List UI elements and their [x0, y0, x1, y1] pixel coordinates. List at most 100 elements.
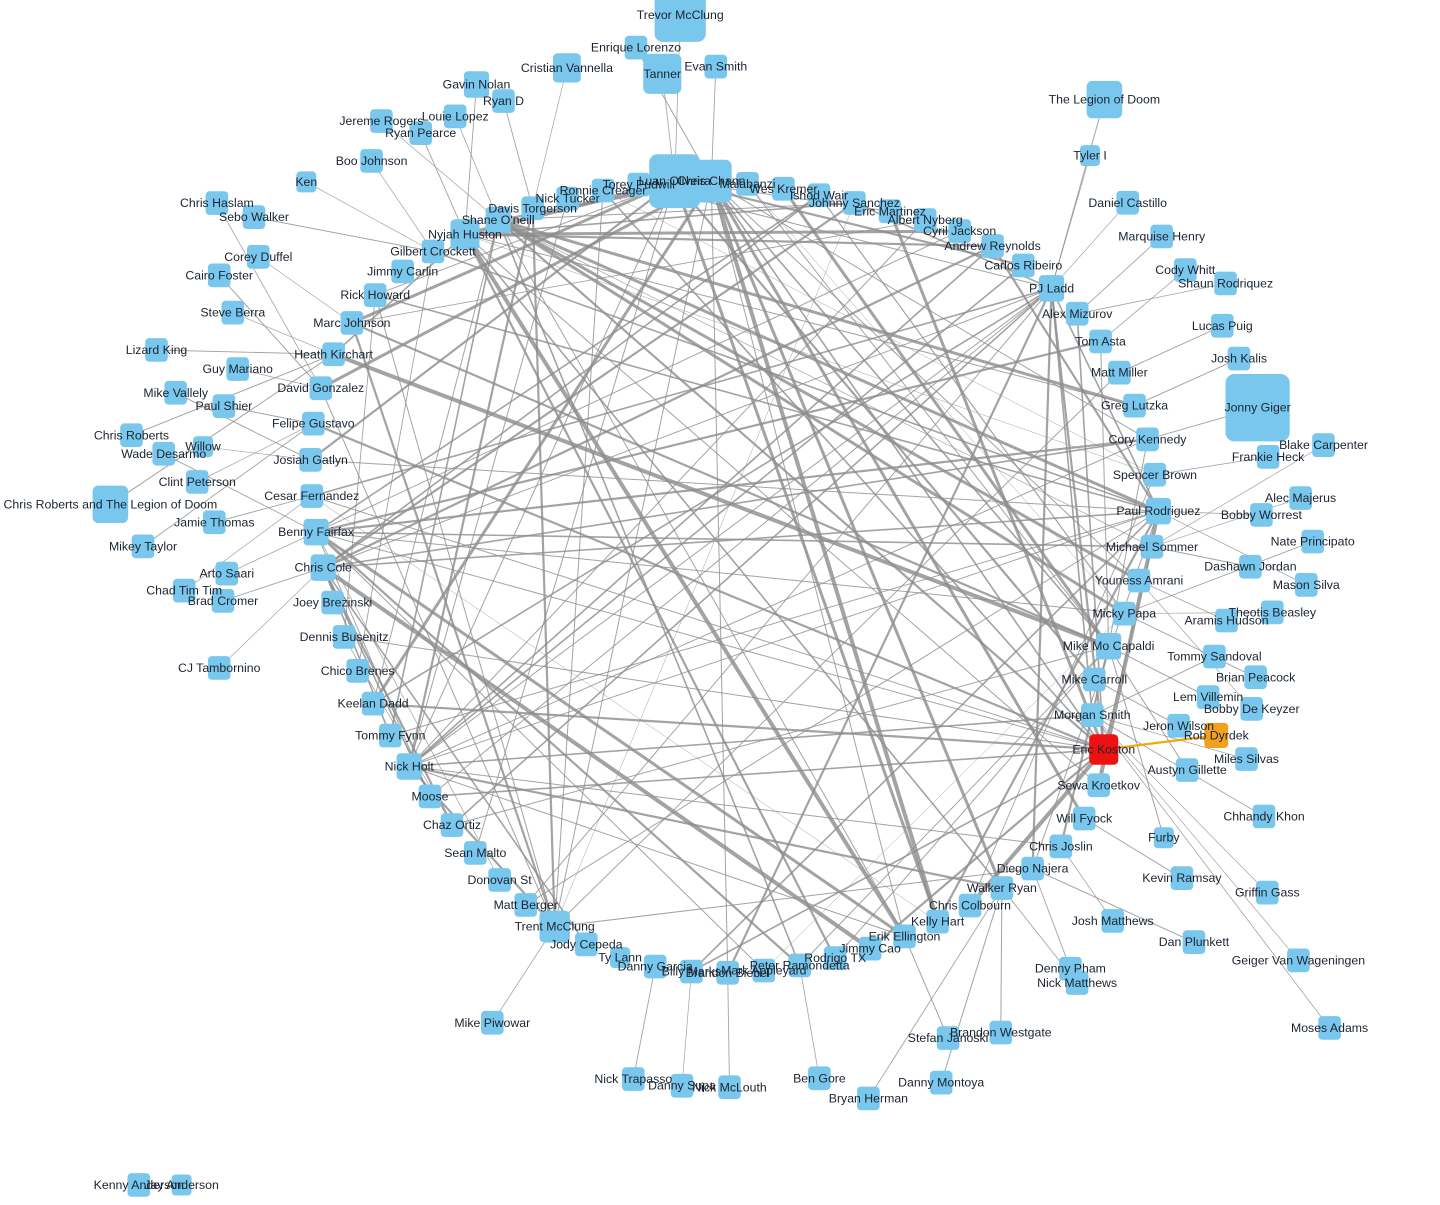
svg-text:Danny Montoya: Danny Montoya — [898, 1076, 984, 1090]
svg-text:Stefan Janoski: Stefan Janoski — [908, 1031, 989, 1045]
svg-text:Theotis Beasley: Theotis Beasley — [1229, 605, 1317, 619]
svg-text:Miles Silvas: Miles Silvas — [1214, 752, 1279, 766]
svg-text:Paul Shier: Paul Shier — [196, 399, 253, 413]
svg-text:Blake Carpenter: Blake Carpenter — [1279, 438, 1368, 452]
svg-text:Paul Rodriguez: Paul Rodriguez — [1116, 504, 1200, 518]
svg-text:Griffin Gass: Griffin Gass — [1235, 886, 1300, 900]
svg-text:Jereme Rogers: Jereme Rogers — [339, 114, 423, 128]
svg-text:Sebo Walker: Sebo Walker — [219, 210, 289, 224]
svg-text:Andrew Reynolds: Andrew Reynolds — [944, 239, 1040, 253]
svg-text:Shaun Rodriquez: Shaun Rodriquez — [1178, 277, 1273, 291]
svg-text:Steve Berra: Steve Berra — [200, 306, 265, 320]
svg-text:Cairo Foster: Cairo Foster — [185, 268, 253, 282]
svg-text:Tommy Fynn: Tommy Fynn — [355, 729, 426, 743]
svg-text:Trevor McClung: Trevor McClung — [637, 8, 724, 22]
svg-text:Marc Johnson: Marc Johnson — [313, 316, 390, 330]
svg-text:Tyler I: Tyler I — [1073, 149, 1106, 163]
svg-text:Mason Silva: Mason Silva — [1273, 578, 1340, 592]
svg-text:Lem Villemin: Lem Villemin — [1173, 690, 1243, 704]
svg-text:Rick Howard: Rick Howard — [340, 288, 410, 302]
svg-text:Sean Malto: Sean Malto — [444, 846, 506, 860]
svg-text:Brian Peacock: Brian Peacock — [1216, 670, 1296, 684]
svg-text:Tommy Sandoval: Tommy Sandoval — [1167, 650, 1261, 664]
svg-text:Matt Miller: Matt Miller — [1091, 366, 1148, 380]
svg-text:Gilbert Crockett: Gilbert Crockett — [390, 245, 476, 259]
svg-text:Chris Colbourn: Chris Colbourn — [929, 899, 1011, 913]
svg-text:David Gonzalez: David Gonzalez — [277, 381, 364, 395]
svg-text:Chris Roberts and The Legion o: Chris Roberts and The Legion of Doom — [4, 497, 218, 511]
svg-text:Nick Matthews: Nick Matthews — [1037, 976, 1117, 990]
svg-text:Arto Saari: Arto Saari — [199, 567, 254, 581]
svg-text:Micky Papa: Micky Papa — [1093, 607, 1157, 621]
svg-text:Jonny Giger: Jonny Giger — [1224, 401, 1290, 415]
svg-text:Keelan Dadd: Keelan Dadd — [338, 697, 409, 711]
svg-text:Boo Johnson: Boo Johnson — [336, 154, 408, 168]
svg-text:Rob Dyrdek: Rob Dyrdek — [1184, 728, 1250, 742]
svg-text:Jay Anderson: Jay Anderson — [144, 1178, 219, 1192]
svg-text:Corey Duffel: Corey Duffel — [224, 250, 292, 264]
svg-text:Will Fyock: Will Fyock — [1056, 812, 1113, 826]
svg-text:Felipe Gustavo: Felipe Gustavo — [272, 417, 355, 431]
svg-text:Dashawn Jordan: Dashawn Jordan — [1204, 560, 1296, 574]
svg-text:Diego Najera: Diego Najera — [997, 862, 1069, 876]
svg-text:Kevin Ramsay: Kevin Ramsay — [1142, 871, 1222, 885]
svg-text:Chris Haslam: Chris Haslam — [180, 196, 254, 210]
svg-text:Eric Koston: Eric Koston — [1072, 743, 1135, 757]
svg-text:Jody Cepeda: Jody Cepeda — [550, 937, 623, 951]
svg-text:Chris Joslin: Chris Joslin — [1029, 839, 1093, 853]
svg-text:Spencer Brown: Spencer Brown — [1113, 468, 1197, 482]
svg-text:Alex Mizurov: Alex Mizurov — [1042, 307, 1113, 321]
svg-text:Furby: Furby — [1148, 831, 1180, 845]
svg-text:CJ Tambornino: CJ Tambornino — [178, 661, 261, 675]
svg-text:Daniel Castillo: Daniel Castillo — [1088, 196, 1167, 210]
svg-text:Ben Gore: Ben Gore — [793, 1071, 846, 1085]
svg-text:Nick Trapasso: Nick Trapasso — [594, 1072, 672, 1086]
svg-text:Tanner: Tanner — [643, 67, 681, 81]
svg-text:Dan Plunkett: Dan Plunkett — [1159, 935, 1230, 949]
svg-text:Nick Holt: Nick Holt — [385, 759, 435, 773]
svg-text:Cristian Vannella: Cristian Vannella — [521, 61, 613, 75]
svg-text:Clint Peterson: Clint Peterson — [159, 475, 236, 489]
svg-text:Tom Asta: Tom Asta — [1075, 335, 1126, 349]
svg-text:Chico Brenes: Chico Brenes — [321, 664, 395, 678]
svg-text:Cesar Fernandez: Cesar Fernandez — [264, 489, 359, 503]
svg-text:Ty Lann: Ty Lann — [598, 951, 642, 965]
svg-text:Youness Amrani: Youness Amrani — [1095, 574, 1183, 588]
svg-text:Joey Brezinski: Joey Brezinski — [293, 596, 372, 610]
svg-text:Mike Mo Capaldi: Mike Mo Capaldi — [1063, 639, 1155, 653]
svg-text:Josh Matthews: Josh Matthews — [1072, 914, 1154, 928]
svg-text:Nate Principato: Nate Principato — [1271, 535, 1355, 549]
svg-text:Alec Majerus: Alec Majerus — [1265, 491, 1336, 505]
svg-text:Moose: Moose — [412, 789, 449, 803]
svg-text:Cyril Jackson: Cyril Jackson — [923, 224, 996, 238]
svg-text:Geiger Van Wageningen: Geiger Van Wageningen — [1232, 953, 1365, 967]
svg-text:Mike Piwowar: Mike Piwowar — [454, 1016, 530, 1030]
svg-text:PJ Ladd: PJ Ladd — [1029, 281, 1074, 295]
svg-text:Morgan Smith: Morgan Smith — [1054, 708, 1131, 722]
svg-text:Chaz Ortiz: Chaz Ortiz — [423, 818, 481, 832]
svg-text:The Legion of Doom: The Legion of Doom — [1049, 93, 1160, 107]
svg-text:Mike Carroll: Mike Carroll — [1062, 673, 1128, 687]
svg-text:Benny Fairfax: Benny Fairfax — [278, 525, 355, 539]
svg-text:Cory Kennedy: Cory Kennedy — [1109, 432, 1188, 446]
svg-text:Marquise Henry: Marquise Henry — [1118, 229, 1206, 243]
svg-text:Chris Cole: Chris Cole — [294, 561, 352, 575]
svg-text:Greg Lutzka: Greg Lutzka — [1101, 399, 1168, 413]
svg-text:Guy Mariano: Guy Mariano — [202, 362, 273, 376]
svg-text:Josh Kalis: Josh Kalis — [1211, 352, 1267, 366]
svg-text:Michael Sommer: Michael Sommer — [1106, 540, 1198, 554]
svg-text:Mike Vallely: Mike Vallely — [143, 386, 209, 400]
svg-text:Denny Pham: Denny Pham — [1035, 962, 1106, 976]
svg-text:Chris Roberts: Chris Roberts — [94, 428, 169, 442]
svg-text:Mikey Taylor: Mikey Taylor — [109, 539, 177, 553]
svg-text:Evan Smith: Evan Smith — [684, 60, 747, 74]
svg-text:Enrique Lorenzo: Enrique Lorenzo — [591, 41, 681, 55]
svg-text:Jamie Thomas: Jamie Thomas — [174, 515, 254, 529]
svg-text:Donovan St: Donovan St — [467, 873, 532, 887]
svg-text:Willow: Willow — [185, 440, 221, 454]
svg-text:Walker Ryan: Walker Ryan — [967, 881, 1037, 895]
svg-text:Kelly Hart: Kelly Hart — [911, 915, 965, 929]
svg-text:Trent McClung: Trent McClung — [515, 920, 595, 934]
svg-text:Ken: Ken — [295, 175, 317, 189]
svg-text:Matt Berger: Matt Berger — [494, 898, 558, 912]
